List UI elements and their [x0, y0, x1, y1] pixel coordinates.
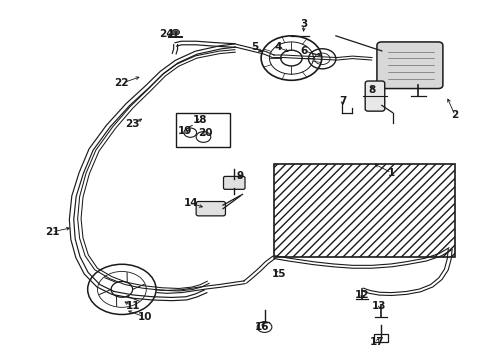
Text: 17: 17	[369, 337, 384, 347]
Text: 2: 2	[451, 111, 459, 121]
FancyBboxPatch shape	[365, 81, 385, 111]
Text: 24: 24	[160, 29, 174, 39]
Text: 3: 3	[300, 19, 307, 29]
Text: 14: 14	[184, 198, 198, 208]
Bar	[374, 334, 388, 342]
Text: 8: 8	[368, 85, 376, 95]
Text: 23: 23	[125, 120, 140, 129]
Text: 22: 22	[115, 78, 129, 88]
Text: 12: 12	[355, 291, 369, 301]
Text: 10: 10	[138, 312, 152, 322]
Text: 7: 7	[339, 96, 346, 106]
Text: 4: 4	[274, 42, 282, 52]
Text: 5: 5	[251, 42, 258, 52]
Text: 6: 6	[300, 46, 307, 56]
Circle shape	[172, 30, 179, 35]
Bar	[175, 113, 230, 147]
Text: 18: 18	[193, 115, 207, 125]
Text: 1: 1	[388, 168, 395, 178]
Text: 9: 9	[237, 171, 244, 181]
Text: 21: 21	[45, 227, 59, 237]
Bar	[274, 164, 455, 257]
Text: 15: 15	[272, 269, 287, 279]
Text: 20: 20	[197, 129, 212, 138]
Text: 13: 13	[372, 301, 387, 311]
FancyBboxPatch shape	[223, 176, 245, 189]
FancyBboxPatch shape	[377, 42, 443, 89]
FancyBboxPatch shape	[196, 202, 225, 216]
Text: 19: 19	[178, 126, 193, 135]
Text: 16: 16	[255, 322, 270, 332]
Text: 11: 11	[125, 301, 140, 311]
